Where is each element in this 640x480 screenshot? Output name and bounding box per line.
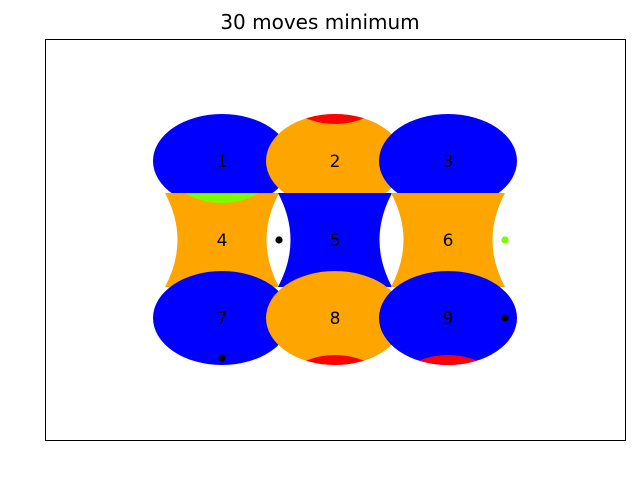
piece-label: 5 <box>330 231 341 251</box>
piece-label: 8 <box>330 309 341 329</box>
piece-label: 1 <box>217 152 228 172</box>
piece-body <box>379 114 517 208</box>
piece-label: 2 <box>330 152 341 172</box>
piece-body <box>379 271 517 365</box>
orientation-dot <box>218 354 226 362</box>
orientation-dot <box>275 236 283 244</box>
piece-9[interactable]: 9 <box>379 271 517 447</box>
piece-label: 7 <box>217 309 228 329</box>
piece-label: 3 <box>443 152 454 172</box>
orientation-dot <box>501 314 509 322</box>
orientation-dot <box>501 236 509 244</box>
puzzle-title: 30 moves minimum <box>220 10 420 34</box>
piece-label: 9 <box>443 309 454 329</box>
pieces-layer: 1 2 3 4 5 6 7 8 9 <box>153 114 517 447</box>
piece-8[interactable]: 8 <box>266 271 404 447</box>
piece-label: 6 <box>443 231 454 251</box>
piece-label: 4 <box>217 231 228 251</box>
piece-3[interactable]: 3 <box>379 114 517 208</box>
